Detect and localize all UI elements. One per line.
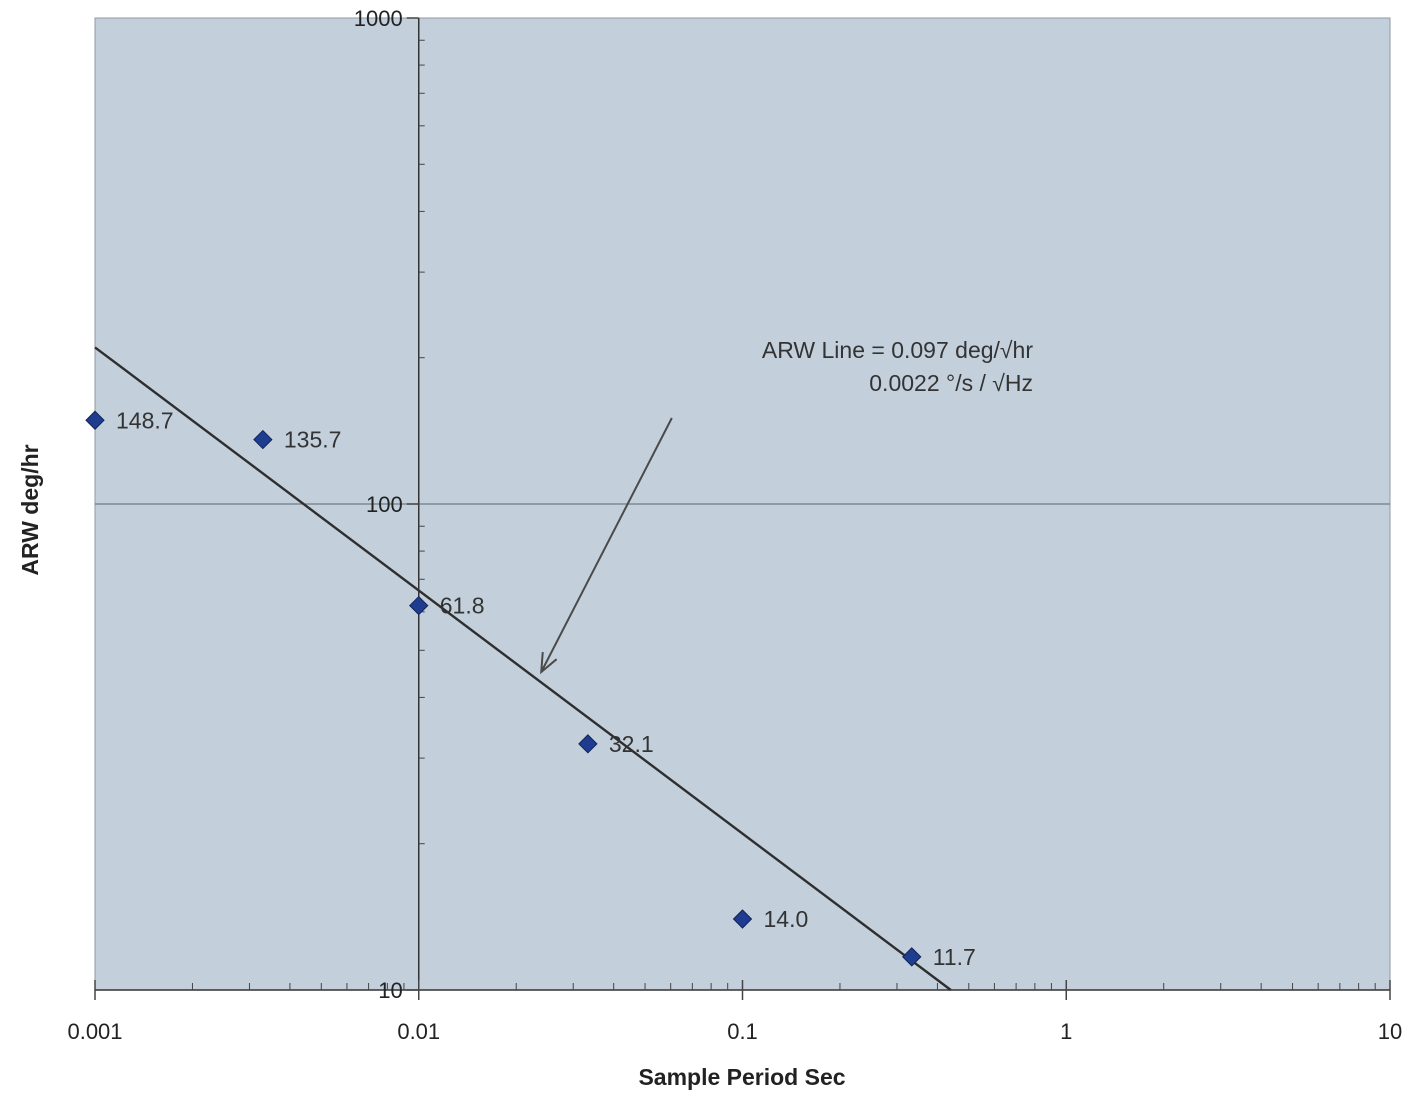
data-label: 32.1 (609, 731, 654, 757)
y-tick-label: 10 (378, 978, 402, 1003)
data-label: 14.0 (764, 906, 809, 932)
data-points (85, 410, 922, 967)
x-tick-label: 1 (1060, 1019, 1072, 1044)
data-point (732, 909, 753, 929)
annotation-line-2: 0.0022 °/s / √Hz (869, 370, 1033, 396)
x-tick-label: 0.01 (397, 1019, 440, 1044)
data-label: 135.7 (284, 427, 342, 453)
annotation-arrow-shaft (540, 417, 673, 673)
data-point (85, 410, 105, 430)
data-point (253, 429, 273, 450)
x-tick-label: 0.1 (727, 1019, 758, 1044)
fit-line-group (94, 346, 952, 991)
data-label: 61.8 (440, 593, 485, 619)
arw-fit-line (94, 346, 952, 991)
y-tick-label: 100 (366, 492, 403, 517)
data-labels: 148.7 135.7 61.8 32.1 14.0 11.7 (116, 407, 976, 970)
data-point (578, 734, 598, 754)
y-tick-label: 1000 (354, 6, 403, 31)
annotation-arrow-head (540, 651, 558, 675)
data-label: 148.7 (116, 407, 174, 433)
data-point (902, 947, 922, 967)
annotation-line-1: ARW Line = 0.097 deg/√hr (762, 337, 1033, 363)
annotation-group: ARW Line = 0.097 deg/√hr 0.0022 °/s / √H… (540, 337, 1033, 675)
axes: 10 100 1000 0.001 0.01 0.1 1 10 (67, 6, 1402, 1044)
data-label: 11.7 (933, 944, 976, 970)
y-axis-title: ARW deg/hr (17, 444, 43, 575)
x-axis-title: Sample Period Sec (638, 1064, 845, 1090)
data-point (409, 595, 429, 616)
x-tick-label: 10 (1378, 1019, 1402, 1044)
x-tick-label: 0.001 (67, 1019, 122, 1044)
